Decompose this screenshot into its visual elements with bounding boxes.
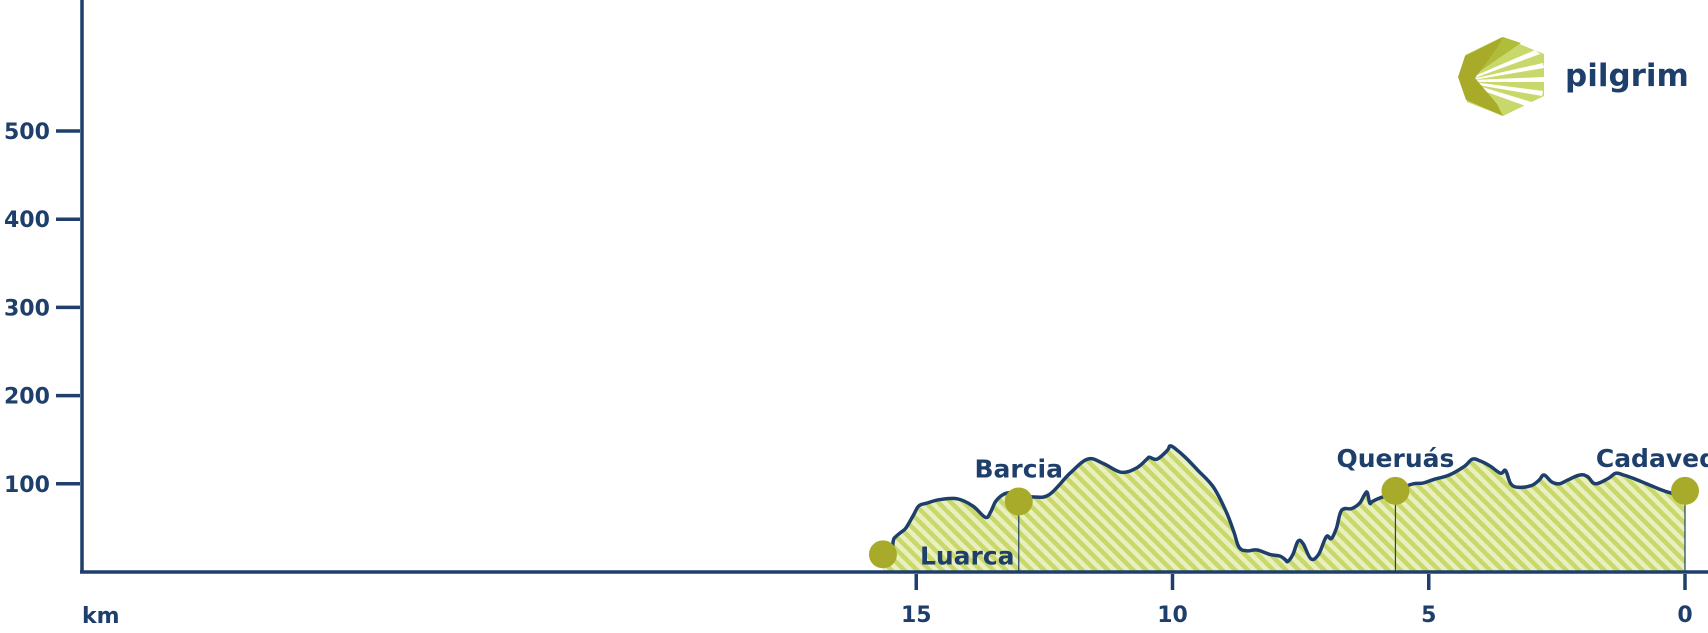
y-tick-label: 200 [4, 385, 50, 410]
y-tick-label: 500 [4, 120, 50, 145]
elevation-area-fill [882, 445, 1685, 572]
waypoint-label: Luarca [920, 541, 1015, 570]
waypoint-marker [1671, 476, 1699, 505]
waypoint-label: Queruás [1336, 444, 1454, 473]
waypoint-label: Cadavedo [1596, 444, 1708, 473]
y-axis-ticks: 100 200 300 400 500 [4, 120, 80, 498]
waypoint-marker [1381, 476, 1410, 505]
waypoint-marker [868, 540, 897, 569]
y-tick-label: 400 [4, 208, 50, 233]
y-tick-label: 100 [4, 473, 50, 498]
scallop-shell-icon [1458, 37, 1544, 116]
waypoints-layer: Luarca Barcia Queruás Cadavedo [868, 444, 1708, 572]
brand-name: pilgrim [1565, 58, 1689, 94]
x-tick-label: 5 [1421, 603, 1436, 628]
elevation-profile-line [881, 444, 1687, 564]
brand-logo: pilgrim [1458, 37, 1689, 116]
x-tick-label: 0 [1677, 603, 1692, 628]
x-tick-label: 15 [901, 603, 932, 628]
waypoint-marker [1004, 487, 1033, 516]
waypoint-label: Barcia [974, 454, 1063, 483]
x-axis-ticks: 15 10 5 0 [901, 574, 1693, 628]
x-tick-label: 10 [1157, 603, 1188, 628]
y-tick-label: 300 [4, 296, 50, 321]
x-axis-label: km [82, 604, 120, 628]
